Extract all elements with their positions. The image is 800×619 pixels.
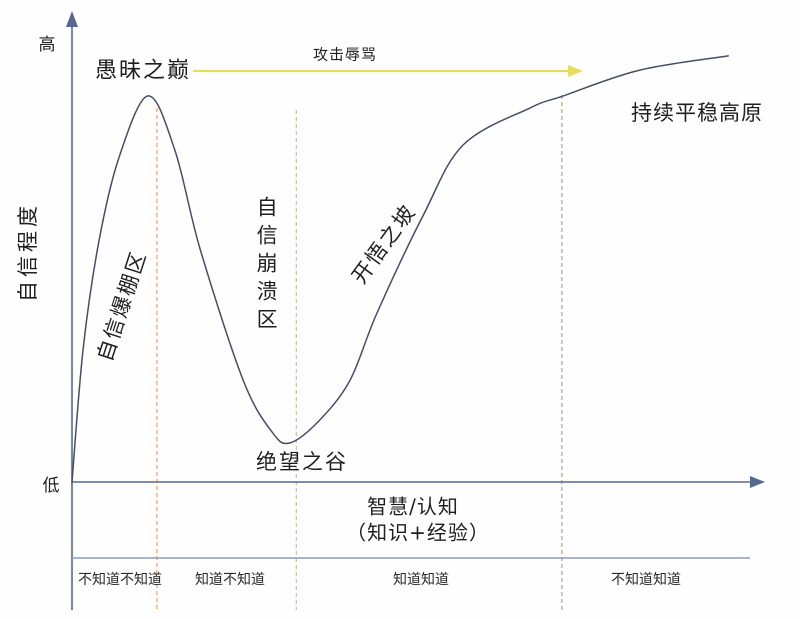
attack-arrow-head (568, 65, 583, 77)
dk-curve (71, 55, 729, 483)
y-axis-title: 自信程度 (15, 202, 40, 302)
plateau-label: 持续平稳高原 (631, 100, 763, 125)
x-axis-title-line1: 智慧/认知 (367, 494, 459, 519)
attack-arrow-label: 攻击辱骂 (312, 45, 378, 64)
y-axis-low-tick-label: 低 (42, 476, 60, 497)
confidence-collapse-zone-label: 自信崩溃区 (254, 196, 279, 336)
x-axis-title-line2: （知识+经验） (346, 520, 490, 545)
x-axis-arrowhead (750, 476, 765, 488)
valley-of-despair-label: 绝望之谷 (256, 449, 348, 474)
stage-label-known-unknown: 知道不知道 (195, 571, 265, 588)
peak-of-ignorance-label: 愚昧之巅 (94, 58, 192, 84)
stage-label-known-known: 知道知道 (393, 571, 449, 588)
stage-label-unknown-known: 不知道知道 (611, 571, 681, 588)
y-axis-arrowhead (66, 11, 78, 27)
y-axis-high-tick-label: 高 (38, 35, 56, 56)
stage-label-unknown-unknown: 不知道不知道 (78, 571, 162, 588)
